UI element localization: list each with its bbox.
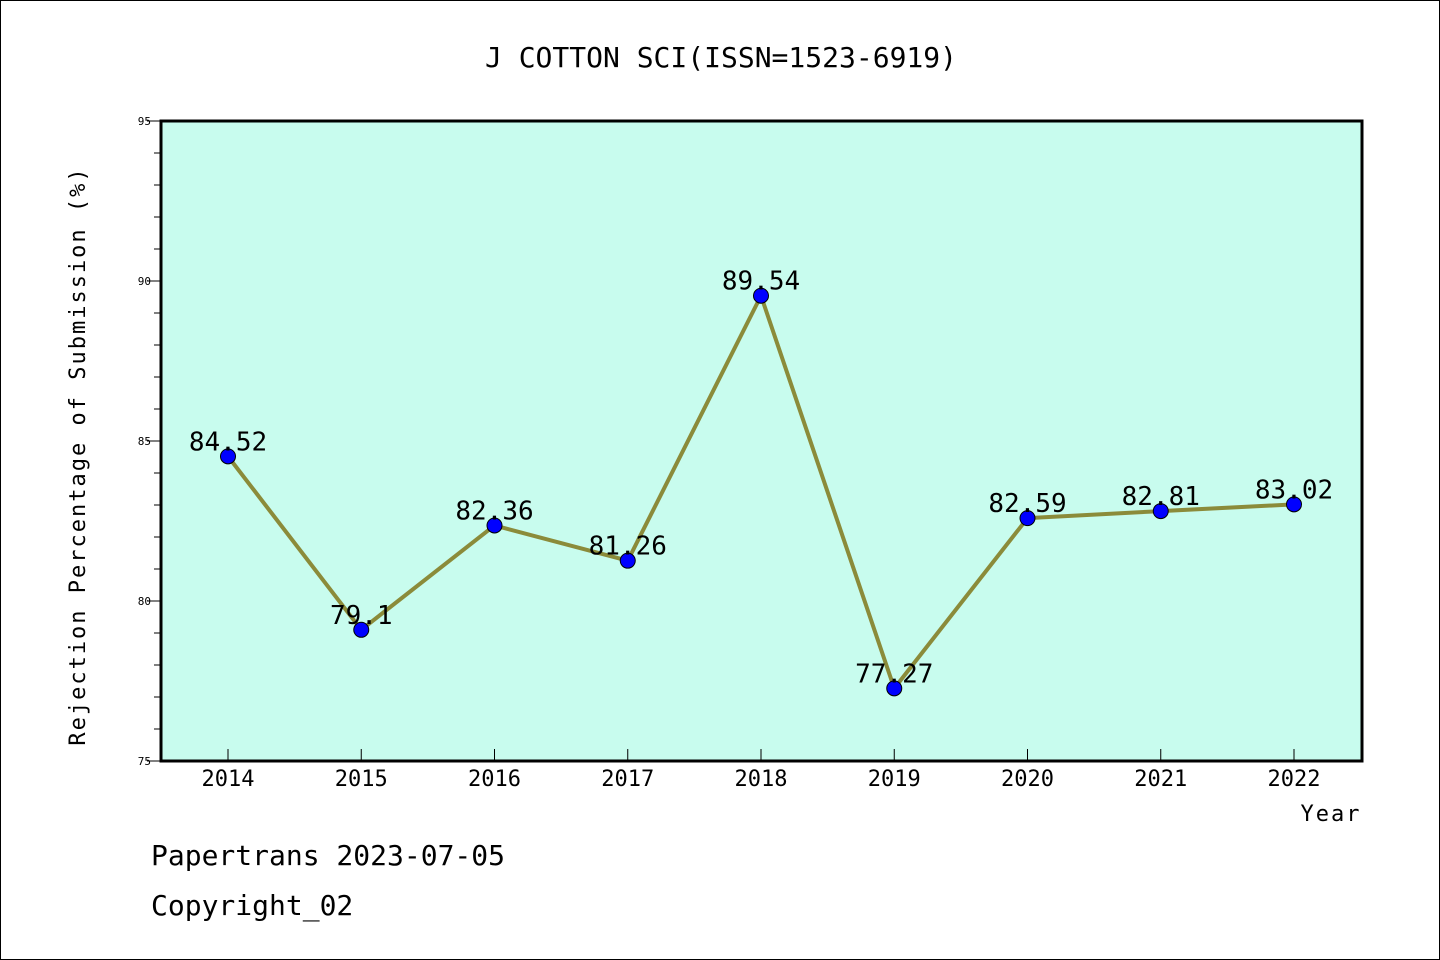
x-tick-label: 2019 [868, 767, 921, 792]
data-point-marker [1152, 503, 1169, 520]
data-label: 84.52 [189, 427, 267, 457]
x-tick-label: 2015 [335, 767, 388, 792]
y-tick-label: 85 [138, 435, 151, 448]
data-label: 82.81 [1122, 482, 1200, 512]
x-tick-label: 2014 [202, 767, 255, 792]
x-axis-label: Year [1301, 802, 1362, 827]
y-tick-label: 90 [138, 275, 151, 288]
series-line-group: 84.52 79.1 82.36 81.26 89.54 77.27 82.59 82.81 8… [189, 267, 1333, 697]
data-label: 77.27 [855, 659, 933, 689]
data-point-marker [1286, 496, 1302, 513]
y-axis-label: Rejection Percentage of Submission (%) [66, 166, 91, 745]
data-point-marker [1019, 510, 1036, 527]
y-tick-label: 80 [138, 595, 151, 608]
data-label: 83.02 [1255, 475, 1333, 505]
data-label: 82.36 [455, 496, 533, 526]
data-point-marker [619, 552, 636, 569]
data-label: 81.26 [589, 532, 667, 562]
data-label: 79.1 [330, 601, 393, 631]
data-label: 89.54 [722, 267, 800, 297]
data-point-marker [220, 448, 236, 465]
data-point-marker [353, 621, 370, 638]
data-point-marker [753, 287, 769, 304]
data-point-marker [886, 680, 903, 697]
x-tick-label: 2021 [1134, 767, 1187, 792]
footer-date: Papertrans 2023-07-05 [151, 839, 505, 872]
x-tick-label: 2016 [468, 767, 521, 792]
data-point-marker [486, 517, 503, 534]
x-tick-label: 2017 [601, 767, 654, 792]
y-axis: 75 80 85 90 95 [138, 115, 161, 768]
data-label: 82.59 [988, 489, 1066, 519]
x-tick-label: 2020 [1001, 767, 1054, 792]
y-tick-label: 95 [138, 115, 151, 128]
x-tick-label: 2022 [1268, 767, 1321, 792]
footer-copyright: Copyright_02 [151, 889, 353, 923]
y-tick-label: 75 [138, 755, 151, 768]
chart-title: J COTTON SCI(ISSN=1523-6919) [485, 41, 957, 74]
x-axis: 2014 2015 2016 2017 2018 2019 2020 2021 2022 [202, 749, 1321, 792]
plot-area [159, 119, 1364, 763]
x-tick-label: 2018 [735, 767, 788, 792]
